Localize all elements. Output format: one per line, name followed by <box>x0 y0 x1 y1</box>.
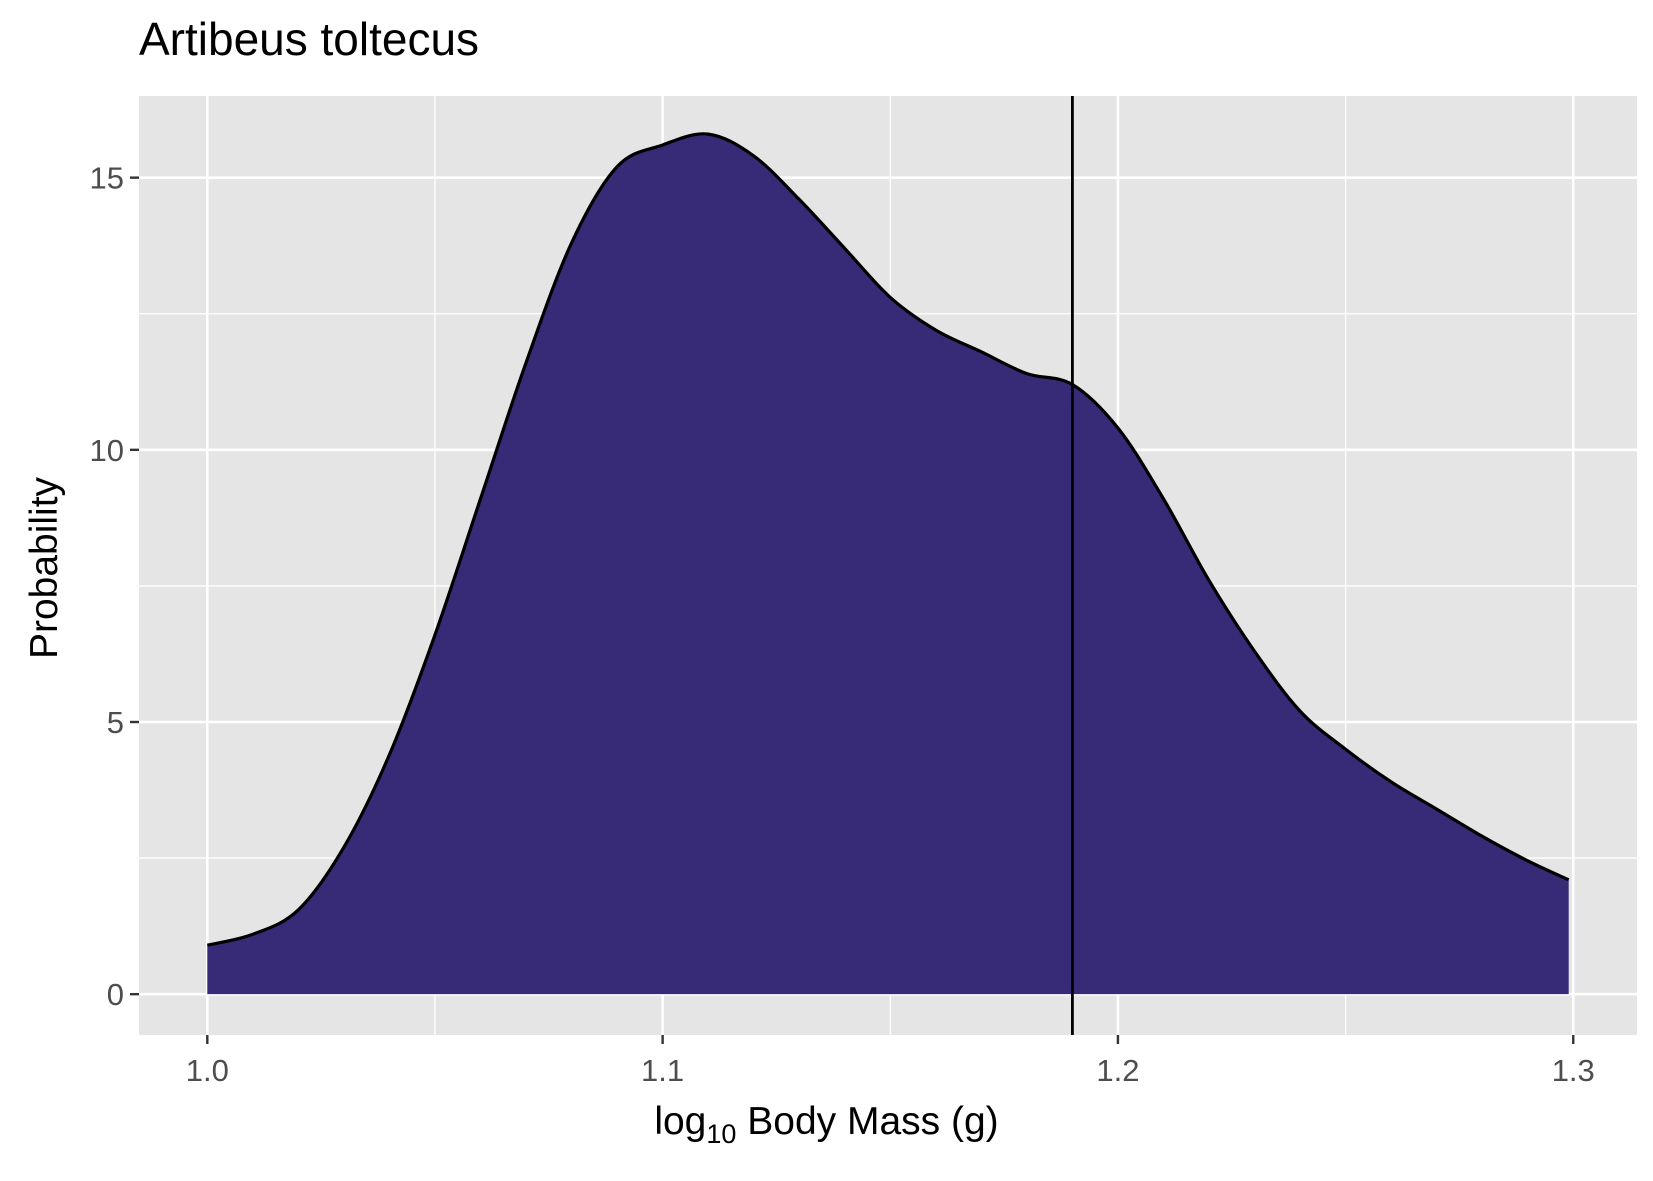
x-axis: 1.0 1.1 1.2 1.3 <box>186 1035 1595 1088</box>
x-tick-label: 1.1 <box>641 1053 684 1088</box>
y-tick-label: 15 <box>90 161 124 196</box>
y-tick-label: 0 <box>107 977 124 1012</box>
x-tick-label: 1.0 <box>186 1053 229 1088</box>
chart-title: Artibeus toltecus <box>139 13 480 65</box>
x-axis-label-prefix: log <box>654 1100 707 1143</box>
density-area <box>207 133 1569 995</box>
y-axis-label: Probability <box>23 476 66 660</box>
y-tick-label: 10 <box>90 433 124 468</box>
density-line <box>206 132 1570 947</box>
x-tick-label: 1.3 <box>1552 1053 1595 1088</box>
x-axis-label: log10 Body Mass (g) <box>0 1100 1653 1150</box>
x-axis-label-subscript: 10 <box>706 1118 737 1149</box>
y-tick-label: 5 <box>107 705 124 740</box>
x-tick-label: 1.2 <box>1096 1053 1139 1088</box>
y-axis: 0 5 10 15 <box>90 161 139 1012</box>
x-axis-label-suffix: Body Mass (g) <box>736 1100 999 1143</box>
